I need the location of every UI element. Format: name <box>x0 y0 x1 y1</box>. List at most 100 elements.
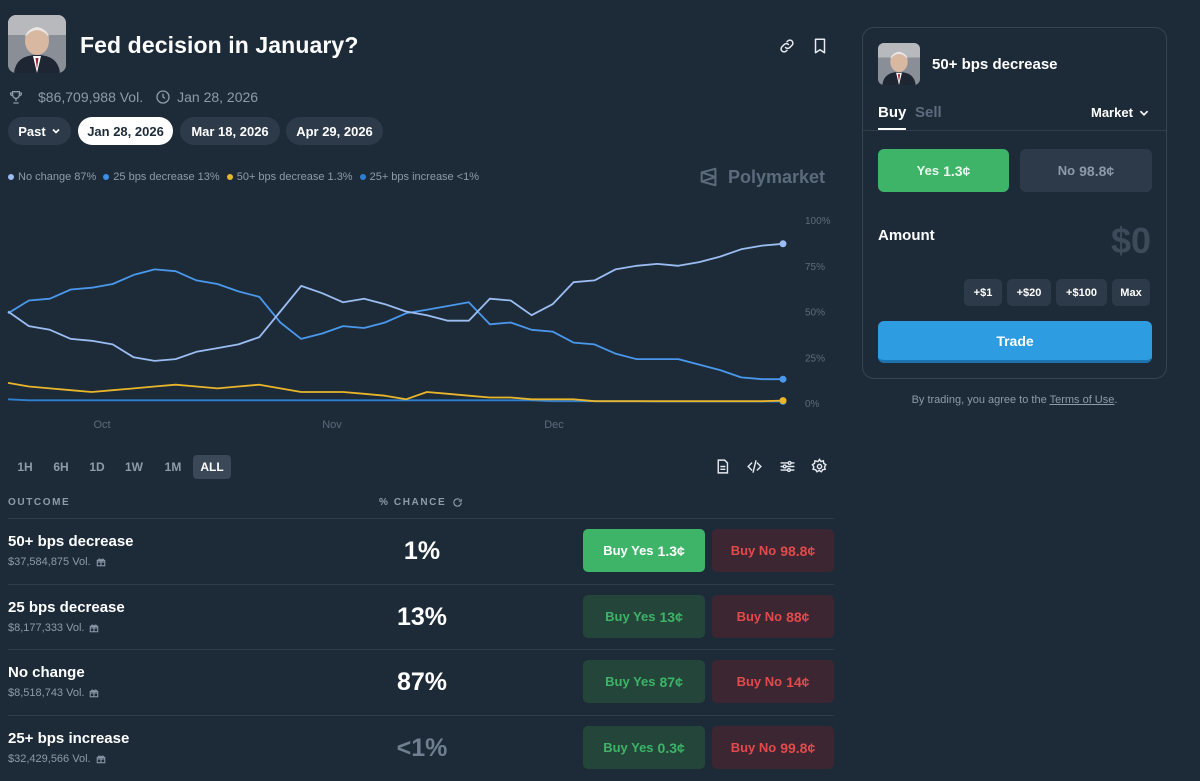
no-label: No <box>1057 163 1076 178</box>
date-pill-apr-29[interactable]: Apr 29, 2026 <box>286 117 383 145</box>
outcome-volume: $32,429,566 Vol. <box>8 753 106 765</box>
max-button[interactable]: Max <box>1112 279 1150 306</box>
range-1d[interactable]: 1D <box>89 460 105 474</box>
outcome-row[interactable]: No change $8,518,743 Vol. 87% Buy Yes 87¢… <box>8 649 834 714</box>
legend-dot <box>103 174 110 180</box>
outcome-chance: 87% <box>396 668 448 696</box>
outcome-volume: $37,584,875 Vol. <box>8 556 106 568</box>
buy-no-button[interactable]: Buy No 88¢ <box>712 595 834 638</box>
terms-of-use-link[interactable]: Terms of Use <box>1049 394 1115 406</box>
order-type-label: Market <box>1091 105 1133 120</box>
gift-icon <box>96 558 105 567</box>
trophy-icon <box>9 91 23 104</box>
range-1m[interactable]: 1M <box>164 460 182 474</box>
buy-yes-button[interactable]: Buy Yes 87¢ <box>583 660 705 703</box>
buy-yes-price: 1.3¢ <box>657 542 685 559</box>
bookmark-icon[interactable] <box>811 37 829 55</box>
terms-notice: By trading, you agree to the Terms of Us… <box>862 394 1167 406</box>
yes-label: Yes <box>916 163 940 178</box>
price-chart[interactable]: 100% 75% 50% 25% 0% Oct Nov Dec <box>0 205 840 435</box>
date-pill-past[interactable]: Past <box>8 117 71 145</box>
polymarket-logo-icon <box>700 167 717 187</box>
add-1-button[interactable]: +$1 <box>964 279 1002 306</box>
legend-item: 25+ bps increase <1% <box>359 171 480 183</box>
range-all[interactable]: ALL <box>193 455 231 479</box>
outcome-volume-text: $8,518,743 Vol. <box>8 687 85 699</box>
y-tick-label: 0% <box>805 399 820 410</box>
range-1h[interactable]: 1H <box>17 460 33 474</box>
legend-dot <box>226 174 233 180</box>
outcome-row[interactable]: 25+ bps increase $32,429,566 Vol. <1% Bu… <box>8 715 834 780</box>
buy-no-button[interactable]: Buy No 99.8¢ <box>712 726 834 769</box>
outcome-row[interactable]: 25 bps decrease $8,177,333 Vol. 13% Buy … <box>8 584 834 649</box>
outcome-name: 25 bps decrease <box>8 599 125 616</box>
legend-label: 25 bps decrease 13% <box>113 171 220 183</box>
outcome-volume-text: $8,177,333 Vol. <box>8 622 85 634</box>
col-chance-header[interactable]: % CHANCE <box>379 497 463 508</box>
buy-yes-button[interactable]: Buy Yes 13¢ <box>583 595 705 638</box>
tab-sell[interactable]: Sell <box>915 104 942 121</box>
buy-yes-button[interactable]: Buy Yes 0.3¢ <box>583 726 705 769</box>
panel-avatar <box>878 43 920 85</box>
buy-no-button[interactable]: Buy No 98.8¢ <box>712 529 834 572</box>
buy-no-label: Buy No <box>736 674 783 689</box>
outcome-yes-button[interactable]: Yes 1.3¢ <box>878 149 1009 192</box>
buy-no-button[interactable]: Buy No 14¢ <box>712 660 834 703</box>
terms-suffix: . <box>1114 394 1118 406</box>
buy-no-label: Buy No <box>730 740 777 755</box>
outcome-volume: $8,177,333 Vol. <box>8 622 99 634</box>
chart-legend: No change 87% 25 bps decrease 13% 50+ bp… <box>8 171 486 183</box>
range-6h[interactable]: 6H <box>53 460 69 474</box>
y-tick-label: 25% <box>805 353 825 364</box>
no-price: 98.8¢ <box>1079 162 1115 179</box>
date-pill-mar-18[interactable]: Mar 18, 2026 <box>180 117 280 145</box>
outcome-volume: $8,518,743 Vol. <box>8 687 99 699</box>
legend-label: 25+ bps increase <1% <box>369 171 480 183</box>
buy-yes-button[interactable]: Buy Yes 1.3¢ <box>583 529 705 572</box>
refresh-icon[interactable] <box>452 497 463 508</box>
buy-yes-price: 0.3¢ <box>657 739 685 756</box>
series-endpoint <box>779 397 787 405</box>
settings-gear-icon[interactable] <box>811 458 828 475</box>
brand-name: Polymarket <box>728 166 826 187</box>
series-endpoint <box>779 240 787 248</box>
x-tick-label: Dec <box>544 419 564 431</box>
outcome-chance: <1% <box>396 734 448 762</box>
series-line-25-bps-decrease <box>7 268 783 381</box>
date-pill-jan-28[interactable]: Jan 28, 2026 <box>78 117 173 145</box>
outcome-no-button[interactable]: No 98.8¢ <box>1020 149 1152 192</box>
legend-item: 25 bps decrease 13% <box>103 171 220 183</box>
range-1w[interactable]: 1W <box>125 460 143 474</box>
market-avatar <box>8 15 66 73</box>
order-type-dropdown[interactable]: Market <box>1091 105 1150 120</box>
sliders-icon[interactable] <box>779 458 796 475</box>
outcome-chance: 13% <box>396 603 448 631</box>
add-100-button[interactable]: +$100 <box>1056 279 1107 306</box>
outcome-name: 25+ bps increase <box>8 730 130 747</box>
buy-yes-label: Buy Yes <box>603 740 654 755</box>
date-pill-label: Past <box>18 123 46 139</box>
legend-dot <box>359 174 366 180</box>
col-chance-label: % CHANCE <box>379 497 447 508</box>
tab-buy[interactable]: Buy <box>878 104 907 121</box>
buy-yes-price: 87¢ <box>659 673 683 690</box>
trade-button[interactable]: Trade <box>878 321 1152 363</box>
link-icon[interactable] <box>778 37 796 55</box>
gift-icon <box>90 689 99 698</box>
buy-yes-price: 13¢ <box>659 608 683 625</box>
amount-input[interactable]: $0 <box>1110 220 1151 261</box>
series-endpoint <box>779 375 787 383</box>
outcome-name: 50+ bps decrease <box>8 533 134 550</box>
terms-prefix: By trading, you agree to the <box>911 394 1047 406</box>
tab-divider <box>863 130 1166 131</box>
embed-code-icon[interactable] <box>746 458 763 475</box>
x-tick-label: Oct <box>93 419 110 431</box>
outcome-row[interactable]: 50+ bps decrease $37,584,875 Vol. 1% Buy… <box>8 518 834 583</box>
buy-no-price: 98.8¢ <box>780 542 816 559</box>
series-line-50-bps-decrease <box>7 382 784 403</box>
outcome-volume-text: $32,429,566 Vol. <box>8 753 91 765</box>
document-icon[interactable] <box>714 458 731 475</box>
add-20-button[interactable]: +$20 <box>1007 279 1051 306</box>
clock-icon <box>156 90 170 104</box>
market-volume: $86,709,988 Vol. <box>38 89 144 105</box>
